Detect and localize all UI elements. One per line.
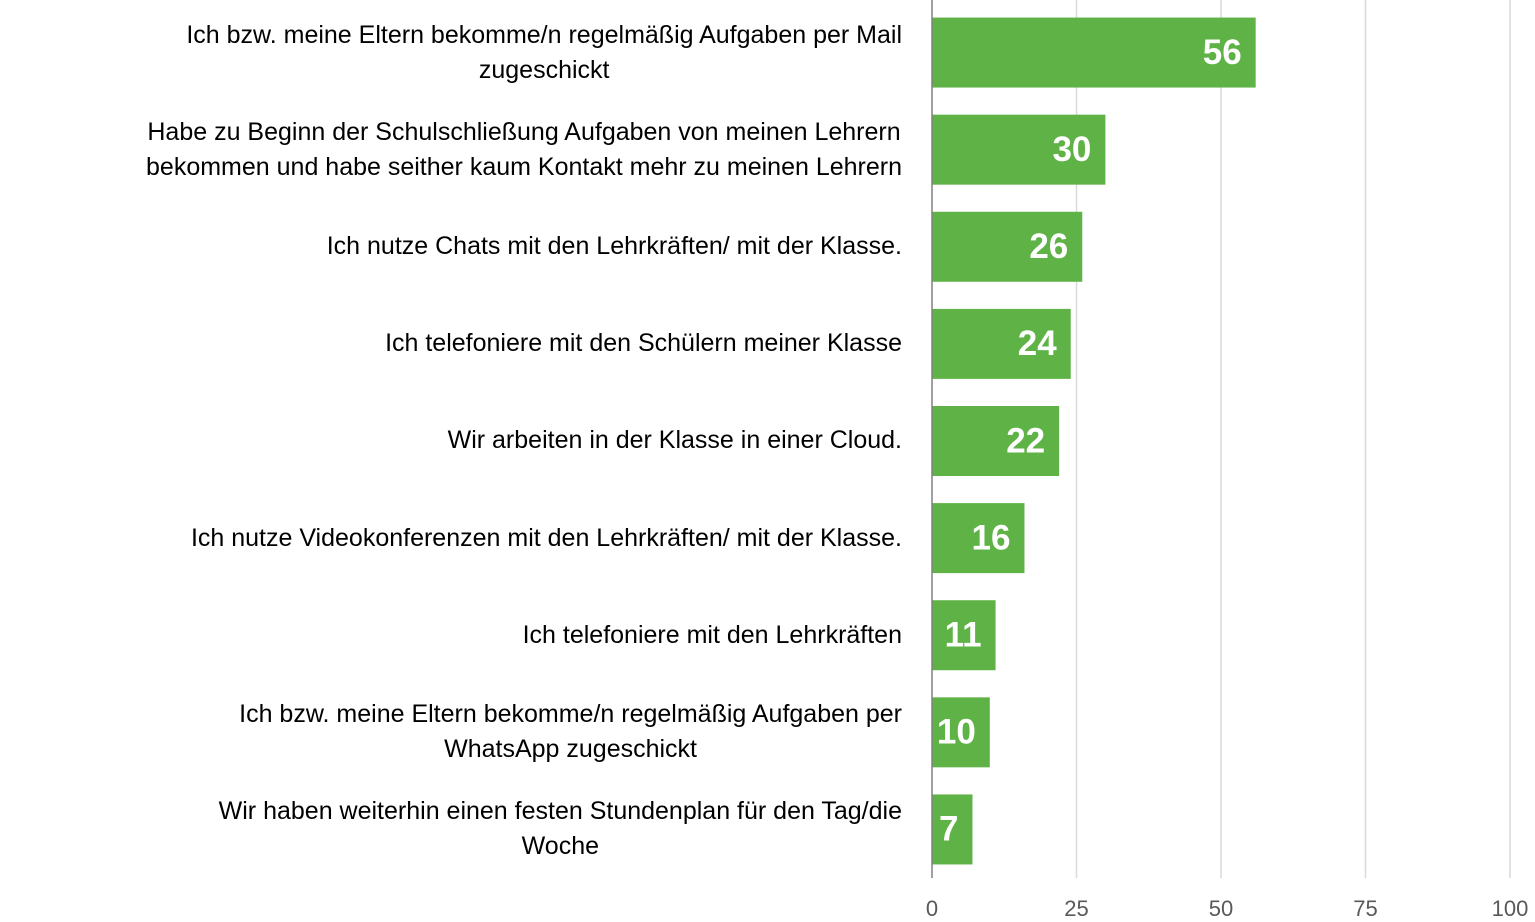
category-label-box: Ich telefoniere mit den Lehrkräften bbox=[0, 587, 902, 684]
data-label: 26 bbox=[1029, 227, 1068, 266]
category-label-box: Wir arbeiten in der Klasse in einer Clou… bbox=[0, 392, 902, 489]
category-label-box: Ich bzw. meine Eltern bekomme/n regelmäß… bbox=[0, 684, 902, 781]
data-label: 56 bbox=[1203, 33, 1242, 72]
category-label-box: Ich bzw. meine Eltern bekomme/n regelmäß… bbox=[0, 4, 902, 101]
data-label: 30 bbox=[1052, 130, 1091, 169]
category-label-box: Wir haben weiterhin einen festen Stunden… bbox=[0, 781, 902, 878]
data-label: 16 bbox=[972, 518, 1011, 557]
bar bbox=[932, 211, 1083, 282]
bar bbox=[932, 308, 1071, 379]
y-tick-label: Ich nutze Videokonferenzen mit den Lehrk… bbox=[190, 523, 902, 552]
bar bbox=[932, 697, 990, 768]
y-tick-label: Ich bzw. meine Eltern bekomme/n regelmäß… bbox=[239, 700, 902, 764]
x-tick-label: 50 bbox=[1209, 896, 1233, 921]
x-tick-label: 100 bbox=[1492, 896, 1529, 921]
x-tick-label: 0 bbox=[926, 896, 938, 921]
y-tick-label: Ich bzw. meine Eltern bekomme/n regelmäß… bbox=[186, 20, 902, 84]
y-tick-label: Ich telefoniere mit den Schülern meiner … bbox=[385, 329, 902, 358]
bar bbox=[932, 17, 1256, 88]
bar bbox=[932, 114, 1106, 185]
y-tick-label: Habe zu Beginn der Schulschließung Aufga… bbox=[146, 117, 902, 181]
bar bbox=[932, 600, 996, 671]
data-label: 10 bbox=[937, 713, 976, 752]
x-tick-label: 75 bbox=[1353, 896, 1377, 921]
category-label-box: Ich nutze Chats mit den Lehrkräften/ mit… bbox=[0, 198, 902, 295]
data-label: 24 bbox=[1018, 324, 1057, 363]
y-tick-label: Ich nutze Chats mit den Lehrkräften/ mit… bbox=[326, 232, 902, 261]
bar bbox=[932, 406, 1060, 476]
y-tick-label: Wir haben weiterhin einen festen Stunden… bbox=[218, 797, 902, 861]
category-label-box: Ich nutze Videokonferenzen mit den Lehrk… bbox=[0, 490, 902, 587]
bar bbox=[932, 503, 1025, 574]
data-label: 22 bbox=[1006, 421, 1045, 460]
x-tick-label: 25 bbox=[1064, 896, 1088, 921]
bar bbox=[932, 794, 973, 865]
data-label: 11 bbox=[945, 615, 982, 654]
category-label-box: Ich telefoniere mit den Schülern meiner … bbox=[0, 295, 902, 392]
category-label-box: Habe zu Beginn der Schulschließung Aufga… bbox=[0, 101, 902, 198]
data-label: 7 bbox=[939, 810, 958, 849]
y-tick-label: Wir arbeiten in der Klasse in einer Clou… bbox=[447, 426, 902, 455]
y-tick-label: Ich telefoniere mit den Lehrkräften bbox=[522, 620, 902, 649]
